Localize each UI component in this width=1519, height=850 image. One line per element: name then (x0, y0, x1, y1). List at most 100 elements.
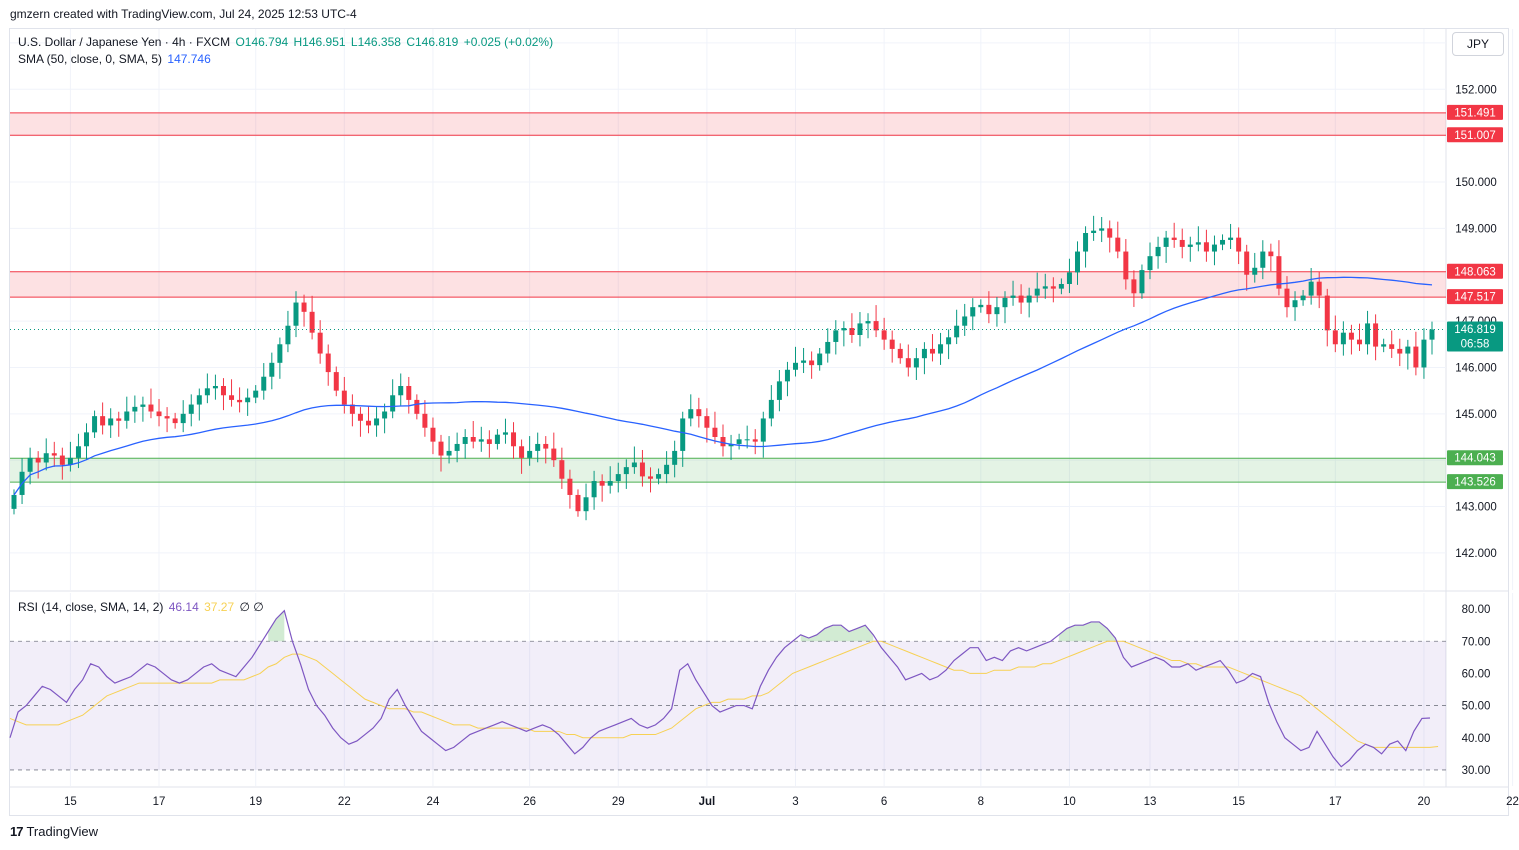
candle-body (1123, 251, 1129, 280)
candle-body (1228, 237, 1234, 240)
candle (1421, 328, 1427, 379)
candle-body (1260, 251, 1266, 268)
candle (1091, 215, 1097, 241)
price-tag: 143.526 (1447, 474, 1503, 490)
candle (809, 351, 815, 379)
candle (559, 447, 565, 489)
price-tag: 144.043 (1447, 450, 1503, 466)
candle-body (672, 450, 678, 465)
candle-body (1268, 251, 1274, 257)
candle-body (1075, 251, 1080, 273)
price-tag-value: 151.007 (1454, 130, 1496, 142)
price-tag: 151.007 (1447, 127, 1503, 143)
candle (704, 408, 710, 443)
candle (1397, 338, 1403, 367)
candle (164, 407, 170, 433)
candle-body (1300, 295, 1306, 301)
price-tick-label: 149.000 (1455, 223, 1497, 235)
sma-line (13, 276, 1433, 496)
price-tag-box (1447, 289, 1503, 305)
candle-body (92, 416, 98, 433)
rsi-label[interactable]: RSI (14, close, SMA, 14, 2) (18, 600, 164, 614)
candle (1010, 280, 1016, 306)
rsi-legend: RSI (14, close, SMA, 14, 2) 46.14 37.27 … (18, 600, 266, 614)
candle-body (220, 386, 226, 396)
candle-body (108, 418, 114, 426)
candle (108, 408, 114, 438)
price-tag-box (1447, 263, 1503, 279)
candle (647, 467, 653, 493)
candle-body (35, 457, 41, 463)
candle (849, 313, 855, 343)
candle (11, 489, 17, 515)
candle-body (1042, 286, 1048, 289)
candle (1413, 331, 1419, 376)
candle (438, 434, 444, 472)
candle (784, 361, 790, 397)
candle-body (833, 330, 839, 342)
candle (1171, 222, 1177, 248)
candle-body (1421, 339, 1427, 368)
price-tag-box (1447, 127, 1503, 143)
rsi-sma-value: 37.27 (204, 600, 235, 614)
candle-body (575, 494, 581, 512)
candle-body (1252, 267, 1258, 275)
candle-body (857, 323, 863, 335)
candle (1276, 240, 1282, 296)
candle-body (1429, 329, 1435, 340)
candle (180, 400, 186, 433)
candle (140, 396, 146, 422)
price-tag-value: 151.491 (1454, 107, 1496, 119)
candle-body (285, 325, 291, 345)
candle (1365, 310, 1371, 355)
candle-body (1276, 256, 1282, 289)
candle (712, 411, 718, 444)
candle (994, 296, 1000, 327)
attribution-text: gmzern created with TradingView.com, Jul… (10, 7, 357, 21)
time-tick-label: 15 (1232, 796, 1245, 808)
candle-body (229, 395, 235, 400)
candle (1099, 217, 1105, 243)
candle (897, 343, 903, 364)
candle-body (1163, 237, 1169, 247)
open-value: O146.794 (235, 35, 289, 49)
candle-body (688, 409, 694, 419)
candle (486, 430, 492, 458)
candle (1018, 284, 1024, 314)
currency-button[interactable]: JPY (1452, 32, 1504, 56)
time-tick-label: 24 (427, 796, 440, 808)
sma-label[interactable]: SMA (50, close, 0, SMA, 5) (18, 52, 163, 66)
candle (1203, 229, 1209, 262)
candle (656, 468, 662, 485)
candle-body (100, 416, 106, 426)
candle (664, 451, 670, 484)
candle (768, 385, 774, 427)
candle-body (398, 386, 404, 396)
candle-body (502, 432, 508, 435)
candle-body (357, 413, 363, 421)
candle (986, 291, 992, 324)
candle (1034, 272, 1040, 303)
candle-body (776, 381, 782, 400)
candle-body (970, 307, 976, 317)
candle (84, 423, 90, 460)
candle (325, 344, 331, 386)
candle-body (1091, 230, 1097, 233)
candle (776, 370, 782, 412)
candle-body (921, 348, 927, 359)
symbol-label[interactable]: U.S. Dollar / Japanese Yen · 4h · FXCM (18, 35, 231, 49)
rsi-tick-label: 40.00 (1462, 733, 1491, 745)
rsi-tick-label: 30.00 (1462, 765, 1491, 777)
candle (1300, 290, 1306, 306)
candle (317, 320, 323, 364)
time-tick-label: Jul (699, 796, 716, 808)
footer-brand: 17 TradingView (10, 824, 98, 839)
candle-body (809, 360, 815, 366)
candle-body (1058, 284, 1064, 289)
candle-body (382, 411, 388, 419)
candle-body (793, 362, 799, 370)
candle-body (438, 441, 444, 456)
candle-body (744, 439, 750, 441)
candle (116, 411, 122, 437)
